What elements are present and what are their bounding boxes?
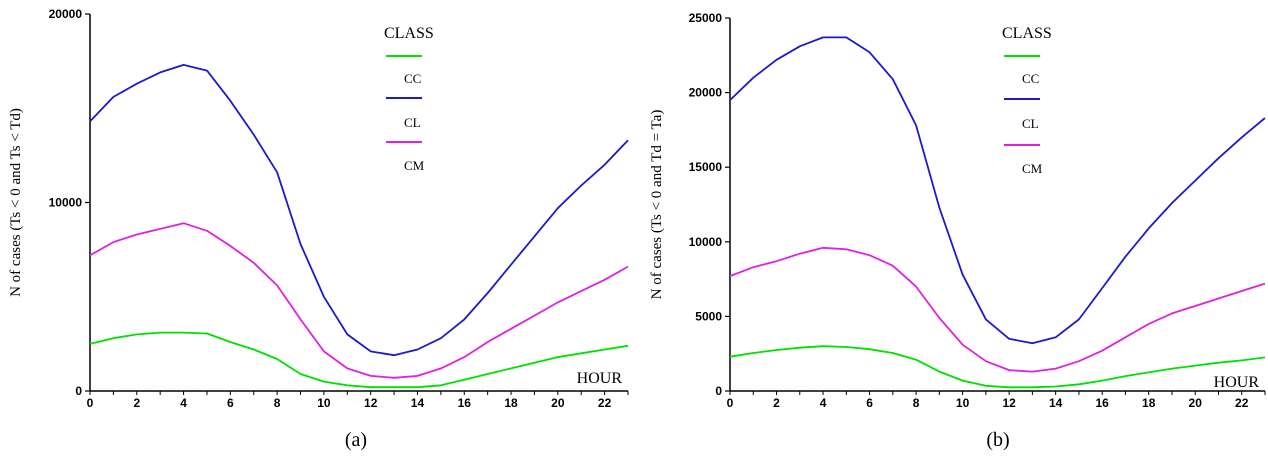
y-axis-label: N of cases (Ts < 0 and Td = Ta): [649, 110, 665, 300]
y-tick-label: 10000: [49, 196, 83, 210]
x-tick-label: 8: [274, 396, 281, 410]
legend-title: CLASS: [1002, 25, 1052, 42]
y-tick-label: 15000: [689, 160, 723, 174]
x-tick-label: 8: [913, 396, 920, 410]
legend-label: CM: [404, 158, 425, 173]
chart-a: 0 10000 20000 0 2 4 6 8 10 12 14 16 18 20 22 N of cases…: [8, 7, 629, 451]
x-tick-label: 20: [551, 396, 565, 410]
series-line-cc: [729, 345, 1266, 389]
x-axis-label: HOUR: [1214, 374, 1260, 391]
x-tick-label: 12: [1002, 396, 1016, 410]
x-tick-label: 22: [1235, 396, 1249, 410]
series-line-cm: [89, 222, 629, 379]
x-tick-label: 4: [180, 396, 187, 410]
chart-b: 0 5000 10000 15000 20000 25000 0 2 4 6 8 10 12 14 16 18…: [649, 11, 1266, 451]
x-axis-label: HOUR: [577, 370, 623, 387]
x-tick-label: 12: [364, 396, 378, 410]
series-line-cm: [729, 246, 1266, 373]
x-tick-label: 6: [866, 396, 873, 410]
figure-caption: (b): [986, 429, 1009, 451]
legend-label: CL: [1022, 116, 1039, 131]
x-tick-label: 10: [956, 396, 970, 410]
legend-label: CL: [404, 115, 421, 130]
x-tick-label: 10: [317, 396, 331, 410]
y-tick-label: 10000: [689, 235, 723, 249]
series-line-cl: [89, 64, 629, 357]
x-tick-label: 2: [773, 396, 780, 410]
y-tick-label: 20000: [689, 86, 723, 100]
x-tick-label: 2: [133, 396, 140, 410]
x-tick-label: 16: [458, 396, 472, 410]
x-tick-label: 20: [1189, 396, 1203, 410]
x-tick-label: 14: [411, 396, 425, 410]
x-tick-label: 14: [1049, 396, 1063, 410]
series-line-cc: [89, 331, 629, 389]
x-tick-label: 18: [504, 396, 518, 410]
legend-label: CC: [1022, 71, 1039, 86]
y-axis-label: N of cases (Ts < 0 and Ts < Td): [8, 108, 24, 297]
x-tick-label: 4: [820, 396, 827, 410]
legend-label: CC: [404, 71, 421, 86]
y-tick-label: 0: [715, 384, 722, 398]
y-tick-label: 0: [75, 384, 82, 398]
y-tick-label: 5000: [695, 309, 722, 323]
legend-title: CLASS: [384, 25, 434, 42]
legend-label: CM: [1022, 161, 1043, 176]
x-tick-label: 18: [1142, 396, 1156, 410]
series-line-cl: [729, 36, 1266, 345]
x-tick-label: 22: [598, 396, 612, 410]
y-tick-label: 25000: [689, 11, 723, 25]
x-tick-label: 0: [727, 396, 734, 410]
figure-caption: (a): [345, 429, 367, 451]
x-tick-label: 6: [227, 396, 234, 410]
x-tick-label: 0: [87, 396, 94, 410]
y-tick-label: 20000: [49, 7, 83, 21]
x-tick-label: 16: [1095, 396, 1109, 410]
